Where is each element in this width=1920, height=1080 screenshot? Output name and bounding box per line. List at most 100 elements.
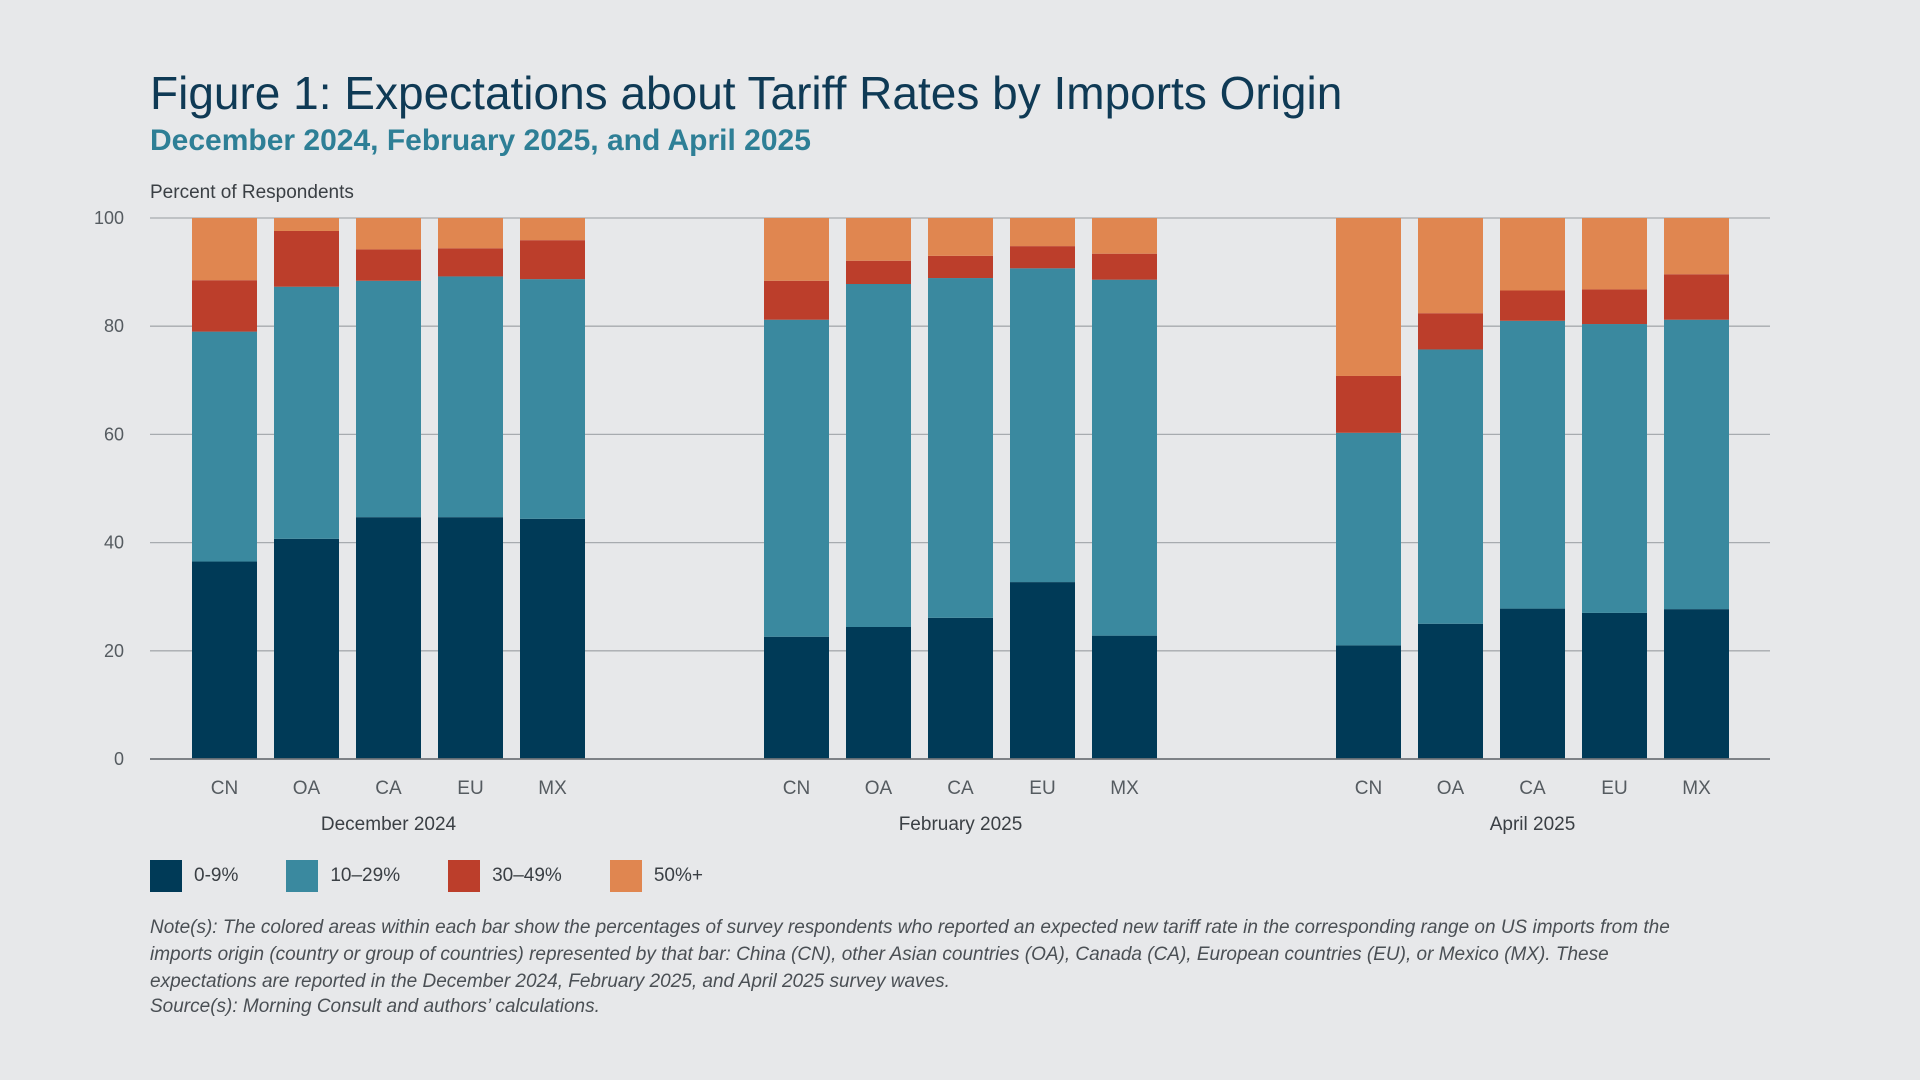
x-tick-label-december-2024-eu: EU: [457, 778, 483, 799]
bar-segment-december-2024-ca-s2: [356, 249, 421, 281]
x-tick-label-april-2025-oa: OA: [1437, 778, 1465, 799]
bar-segment-december-2024-oa-s2: [274, 230, 339, 287]
bar-segment-february-2025-eu-s2: [1010, 246, 1075, 269]
bar-segment-december-2024-cn-s0: [192, 561, 257, 759]
y-axis-label: Percent of Respondents: [150, 182, 354, 203]
chart-title: Figure 1: Expectations about Tariff Rate…: [150, 67, 1343, 119]
bar-segment-february-2025-cn-s1: [764, 319, 829, 637]
bar-segment-april-2025-ca-s3: [1500, 218, 1565, 291]
bars: [192, 218, 1729, 759]
bar-segment-april-2025-mx-s0: [1664, 609, 1729, 759]
bar-segment-april-2025-mx-s1: [1664, 319, 1729, 610]
legend-label-10-29: 10–29%: [330, 865, 401, 886]
bar-segment-december-2024-eu-s3: [438, 218, 503, 249]
bar-segment-december-2024-mx-s3: [520, 218, 585, 241]
bar-segment-april-2025-eu-s0: [1582, 612, 1647, 759]
bar-segment-february-2025-ca-s0: [928, 617, 993, 759]
bar-segment-february-2025-cn-s0: [764, 636, 829, 759]
chart-note: Note(s): The colored areas within each b…: [150, 917, 1670, 992]
bar-segment-april-2025-eu-s2: [1582, 289, 1647, 325]
legend-item-0-9: 0-9%: [150, 860, 238, 892]
x-tick-label-february-2025-cn: CN: [783, 778, 810, 799]
bar-segment-february-2025-cn-s3: [764, 218, 829, 281]
chart-source: Source(s): Morning Consult and authors’ …: [150, 996, 600, 1017]
x-tick-label-february-2025-mx: MX: [1110, 778, 1139, 799]
bar-segment-february-2025-eu-s3: [1010, 218, 1075, 247]
bar-segment-february-2025-mx-s1: [1092, 279, 1157, 636]
bar-segment-february-2025-eu-s0: [1010, 582, 1075, 759]
legend: 0-9% 10–29% 30–49% 50%+: [150, 860, 751, 892]
bar-segment-december-2024-mx-s2: [520, 240, 585, 280]
y-tick-label-60: 60: [104, 424, 124, 444]
bar-segment-december-2024-cn-s3: [192, 218, 257, 281]
bar-segment-december-2024-ca-s1: [356, 280, 421, 518]
legend-item-50-plus: 50%+: [609, 860, 703, 892]
bar-segment-april-2025-eu-s3: [1582, 218, 1647, 290]
bar-segment-december-2024-oa-s1: [274, 286, 339, 539]
legend-label-50-plus: 50%+: [653, 865, 703, 886]
bar-segment-february-2025-ca-s2: [928, 255, 993, 279]
group-label-december-2024: December 2024: [321, 814, 457, 835]
bar-segment-february-2025-mx-s0: [1092, 635, 1157, 759]
bar-segment-february-2025-oa-s0: [846, 626, 911, 759]
bar-segment-april-2025-ca-s1: [1500, 320, 1565, 609]
x-tick-label-december-2024-cn: CN: [211, 778, 238, 799]
bar-segment-february-2025-ca-s1: [928, 278, 993, 618]
legend-swatch-0-9: [150, 860, 182, 892]
x-tick-label-april-2025-ca: CA: [1519, 778, 1546, 799]
x-tick-label-february-2025-oa: OA: [865, 778, 893, 799]
x-tick-label-april-2025-cn: CN: [1355, 778, 1382, 799]
x-tick-label-december-2024-ca: CA: [375, 778, 402, 799]
y-tick-label-100: 100: [94, 208, 124, 228]
bar-segment-april-2025-ca-s0: [1500, 608, 1565, 759]
bar-segment-december-2024-eu-s0: [438, 517, 503, 759]
bar-segment-february-2025-mx-s3: [1092, 218, 1157, 254]
bar-segment-april-2025-cn-s3: [1336, 218, 1401, 376]
legend-swatch-30-49: [448, 860, 481, 892]
x-tick-label-february-2025-eu: EU: [1029, 778, 1055, 799]
x-tick-label-april-2025-mx: MX: [1682, 778, 1711, 799]
bar-segment-december-2024-ca-s3: [356, 218, 421, 250]
bar-segment-april-2025-cn-s1: [1336, 432, 1401, 646]
legend-swatch-50-plus: [609, 860, 642, 892]
bar-segment-february-2025-ca-s3: [928, 218, 993, 256]
bar-segment-december-2024-cn-s1: [192, 331, 257, 562]
bar-segment-february-2025-oa-s3: [846, 218, 911, 261]
axes: 0 20 40 60 80 100 CN OA CA EU MX December 2024 CN OA C…: [94, 208, 1770, 835]
bar-segment-april-2025-mx-s2: [1664, 274, 1729, 320]
bar-segment-april-2025-oa-s2: [1418, 313, 1483, 350]
x-tick-label-february-2025-ca: CA: [947, 778, 974, 799]
bar-segment-april-2025-ca-s2: [1500, 290, 1565, 321]
stacked-bar-chart: Percent of Respondents 0 20 40 60 80 100 CN OA C…: [94, 182, 1770, 835]
y-tick-label-40: 40: [104, 533, 124, 553]
group-label-february-2025: February 2025: [899, 814, 1023, 835]
bar-segment-february-2025-eu-s1: [1010, 268, 1075, 583]
legend-label-30-49: 30–49%: [492, 865, 562, 886]
bar-segment-april-2025-oa-s1: [1418, 349, 1483, 624]
bar-segment-december-2024-oa-s3: [274, 218, 339, 231]
bar-segment-april-2025-oa-s3: [1418, 218, 1483, 314]
y-tick-label-20: 20: [104, 641, 124, 661]
bar-segment-february-2025-mx-s2: [1092, 253, 1157, 280]
chart-subtitle: December 2024, February 2025, and April …: [150, 124, 811, 157]
bar-segment-december-2024-mx-s0: [520, 518, 585, 759]
bar-segment-december-2024-cn-s2: [192, 280, 257, 332]
bar-segment-april-2025-cn-s0: [1336, 645, 1401, 759]
bar-segment-february-2025-oa-s1: [846, 284, 911, 627]
x-tick-label-december-2024-mx: MX: [538, 778, 567, 799]
y-tick-label-80: 80: [104, 316, 124, 336]
bar-segment-december-2024-eu-s2: [438, 248, 503, 277]
x-tick-label-april-2025-eu: EU: [1601, 778, 1627, 799]
bar-segment-december-2024-mx-s1: [520, 279, 585, 519]
bar-segment-december-2024-oa-s0: [274, 538, 339, 759]
x-tick-label-december-2024-oa: OA: [293, 778, 321, 799]
legend-item-10-29: 10–29%: [286, 860, 400, 892]
bar-segment-april-2025-cn-s2: [1336, 375, 1401, 433]
legend-item-30-49: 30–49%: [448, 860, 562, 892]
bar-segment-april-2025-eu-s1: [1582, 324, 1647, 613]
y-tick-label-0: 0: [114, 749, 124, 769]
legend-label-0-9: 0-9%: [194, 865, 239, 886]
legend-swatch-10-29: [286, 860, 319, 892]
bar-segment-april-2025-oa-s0: [1418, 623, 1483, 759]
bar-segment-february-2025-oa-s2: [846, 260, 911, 285]
